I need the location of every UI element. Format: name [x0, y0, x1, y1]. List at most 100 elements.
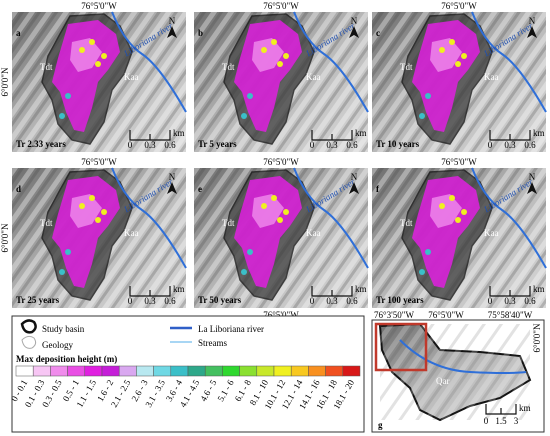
scale-unit: km — [533, 284, 545, 294]
deposition-mid — [241, 113, 247, 119]
class-swatch — [50, 365, 68, 377]
class-swatch — [84, 365, 103, 377]
scale-label: 0.3 — [144, 140, 156, 150]
deposition-mid — [247, 249, 253, 255]
deposition — [412, 176, 480, 288]
deposition-peak — [277, 61, 283, 67]
north-label: N — [169, 172, 176, 182]
scale-unit: km — [355, 128, 367, 138]
deposition-light — [70, 38, 102, 72]
scale-bar — [489, 286, 531, 297]
deposition-peak — [283, 209, 289, 215]
geology-label: Tdt — [222, 218, 235, 228]
deposition — [234, 20, 302, 132]
geology-label: Kaa — [306, 72, 321, 82]
scale-label: 0.6 — [164, 296, 176, 306]
river — [111, 167, 187, 269]
legend-label: Study basin — [42, 324, 85, 334]
class-swatch — [290, 365, 309, 377]
latitude-label: 6°0'0"N — [0, 223, 10, 252]
north-label: N — [351, 16, 358, 26]
scale-bar — [129, 130, 171, 141]
deposition-peak — [277, 217, 283, 223]
deposition-peak — [461, 209, 467, 215]
deposition-peak — [449, 195, 455, 201]
deposition-peak — [449, 39, 455, 45]
latitude-label: 6°0'0"N — [0, 67, 10, 96]
deposition-peak — [101, 53, 107, 59]
geology-label: Kaa — [484, 228, 499, 238]
river — [471, 167, 547, 269]
deposition-mid — [425, 249, 431, 255]
deposition-peak — [439, 47, 445, 53]
longitude-label: 76°5'0"W — [81, 1, 117, 11]
geology-label: Tdt — [40, 62, 53, 72]
deposition-mid — [65, 93, 71, 99]
north-label: N — [529, 16, 536, 26]
return-period: Tr 2.33 years — [16, 139, 66, 149]
inset-lon: 76°3'50"W — [374, 310, 414, 320]
scale-label: 0 — [488, 140, 493, 150]
deposition-peak — [101, 209, 107, 215]
longitude-label: 76°5'0"W — [263, 157, 299, 167]
longitude-label: 76°5'0"W — [441, 157, 477, 167]
inset-scale-label: 1.5 — [495, 416, 507, 426]
deposition-peak — [89, 39, 95, 45]
geology-label: Tdt — [222, 62, 235, 72]
scale-label: 0 — [128, 140, 133, 150]
inset-unit: Qar — [436, 376, 450, 386]
class-swatch — [325, 365, 344, 377]
deposition-mid — [425, 93, 431, 99]
geology-label: Kaa — [124, 72, 139, 82]
class-swatch — [136, 365, 154, 377]
deposition-mid — [241, 269, 247, 275]
deposition-light — [252, 38, 284, 72]
longitude-label: 76°5'0"W — [263, 1, 299, 11]
deposition — [234, 176, 302, 288]
class-swatch — [67, 365, 86, 377]
class-swatch — [239, 365, 258, 377]
scale-label: 0 — [310, 140, 315, 150]
north-arrow — [349, 182, 359, 194]
class-swatch — [256, 365, 275, 377]
scale-label: 0.6 — [346, 296, 358, 306]
longitude-label: 76°5'0"W — [81, 157, 117, 167]
deposition-light — [430, 38, 462, 72]
geology-label: Kaa — [484, 72, 499, 82]
scale-bar — [129, 286, 171, 297]
inset-scale-unit: km — [519, 403, 531, 413]
scale-label: 0 — [310, 296, 315, 306]
inset-scale-bar — [485, 404, 517, 415]
longitude-label: 76°5'0"W — [263, 310, 299, 320]
scale-label: 0.3 — [326, 296, 338, 306]
class-swatch — [101, 365, 120, 377]
scale-bar — [311, 130, 353, 141]
deposition-peak — [271, 39, 277, 45]
deposition-peak — [455, 217, 461, 223]
scale-label: 0.6 — [524, 296, 536, 306]
deposition-peak — [461, 53, 467, 59]
deposition-light — [252, 194, 284, 228]
class-swatch — [222, 365, 240, 377]
inset-extent — [374, 322, 428, 372]
scale-label: 0 — [128, 296, 133, 306]
class-swatch — [32, 365, 51, 377]
return-period: Tr 5 years — [198, 139, 237, 149]
river — [293, 167, 369, 269]
deposition-peak — [95, 61, 101, 67]
deposition-peak — [95, 217, 101, 223]
legend-label: La Liboriana river — [198, 324, 264, 334]
deposition-mid — [419, 113, 425, 119]
panel-letter: e — [198, 184, 202, 194]
return-period: Tr 25 years — [16, 295, 60, 305]
deposition-mid — [65, 249, 71, 255]
north-label: N — [169, 16, 176, 26]
inset-lat: 6°0'0"N — [532, 323, 542, 352]
deposition — [52, 176, 120, 288]
scale-unit: km — [533, 128, 545, 138]
scale-label: 0.3 — [144, 296, 156, 306]
scale-label: 0.6 — [346, 140, 358, 150]
